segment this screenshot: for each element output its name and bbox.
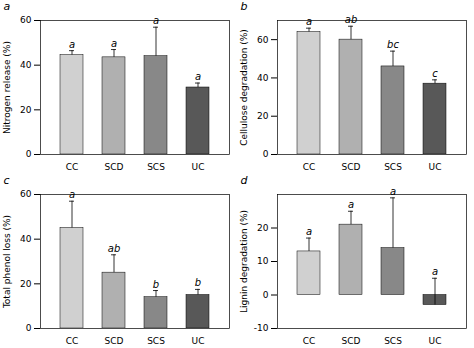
svg-text:60: 60 (257, 35, 269, 45)
svg-text:UC: UC (192, 162, 205, 172)
svg-text:CC: CC (66, 336, 79, 346)
svg-text:SCS: SCS (147, 336, 165, 346)
svg-text:a: a (306, 226, 312, 237)
svg-text:SCD: SCD (342, 162, 361, 172)
svg-text:0: 0 (26, 149, 32, 159)
svg-text:SCS: SCS (147, 162, 165, 172)
svg-text:40: 40 (257, 73, 269, 83)
svg-text:UC: UC (192, 336, 205, 346)
svg-text:0: 0 (263, 290, 269, 300)
svg-text:40: 40 (20, 60, 32, 70)
svg-text:20: 20 (20, 105, 32, 115)
svg-text:a: a (152, 15, 160, 27)
svg-text:c: c (432, 68, 438, 79)
svg-text:SCS: SCS (384, 162, 402, 172)
svg-text:UC: UC (429, 336, 442, 346)
svg-text:Nitrogen release (%): Nitrogen release (%) (2, 41, 12, 134)
svg-text:a: a (390, 186, 396, 197)
svg-text:a: a (69, 39, 75, 50)
svg-text:20: 20 (20, 279, 32, 289)
svg-text:ab: ab (345, 14, 357, 25)
svg-text:Total phenol loss (%): Total phenol loss (%) (2, 215, 12, 309)
svg-text:20: 20 (257, 223, 269, 233)
svg-text:a: a (68, 189, 76, 201)
svg-text:d: d (241, 174, 249, 187)
svg-text:bc: bc (387, 39, 399, 50)
svg-text:SCD: SCD (105, 336, 124, 346)
svg-text:a: a (432, 266, 438, 277)
svg-text:a: a (111, 38, 117, 49)
svg-text:a: a (348, 199, 354, 210)
svg-text:UC: UC (429, 162, 442, 172)
svg-text:20: 20 (257, 111, 269, 121)
svg-text:b: b (241, 0, 248, 13)
svg-text:c: c (4, 174, 10, 187)
svg-text:SCD: SCD (105, 162, 124, 172)
svg-text:ab: ab (108, 243, 120, 254)
svg-text:40: 40 (20, 234, 32, 244)
svg-text:60: 60 (20, 189, 32, 199)
svg-text:60: 60 (20, 15, 32, 25)
svg-text:Lignin degradation (%): Lignin degradation (%) (239, 210, 249, 313)
svg-text:a: a (4, 0, 11, 13)
svg-text:a: a (195, 71, 201, 82)
svg-text:-10: -10 (254, 323, 269, 333)
svg-text:a: a (306, 16, 312, 27)
svg-text:b: b (153, 279, 159, 290)
svg-text:0: 0 (26, 323, 32, 333)
svg-text:SCD: SCD (342, 336, 361, 346)
svg-text:10: 10 (257, 256, 269, 266)
svg-text:CC: CC (66, 162, 79, 172)
svg-text:Cellulose degradation (%): Cellulose degradation (%) (239, 29, 249, 146)
svg-text:b: b (195, 277, 201, 288)
svg-text:0: 0 (263, 149, 269, 159)
svg-text:SCS: SCS (384, 336, 402, 346)
svg-text:CC: CC (303, 336, 316, 346)
svg-text:CC: CC (303, 162, 316, 172)
